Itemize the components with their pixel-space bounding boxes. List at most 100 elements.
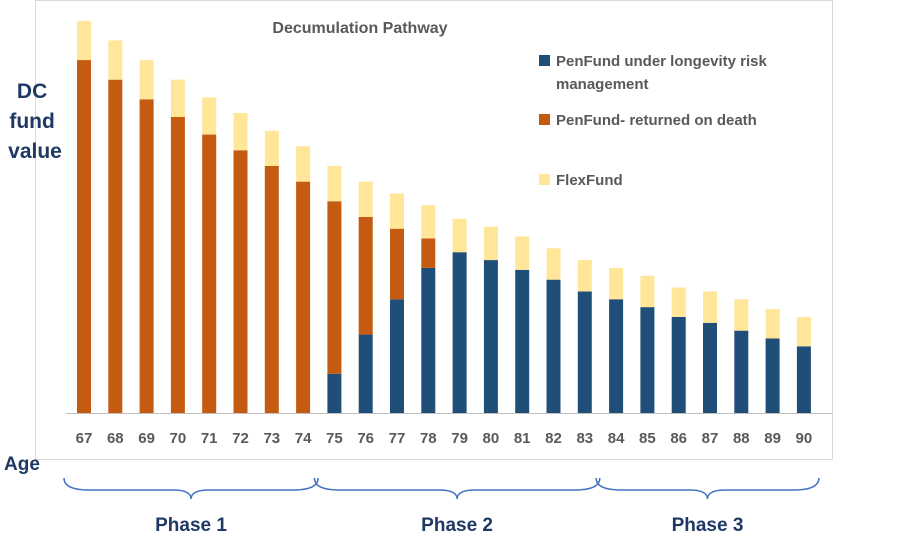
x-tick-label-76: 76 — [357, 430, 374, 447]
bar-penfund-returned-on-death-67 — [77, 60, 91, 414]
x-tick-label-68: 68 — [107, 430, 124, 447]
legend-label-penfund-longevity-line1: PenFund under longevity risk — [556, 53, 768, 70]
x-tick-label-89: 89 — [764, 430, 781, 447]
y-axis-label-line3: value — [8, 140, 62, 163]
bar-penfund-under-longevity-risk-management-78 — [421, 267, 436, 413]
bar-flexfund-81 — [515, 236, 530, 270]
bar-penfund-under-longevity-risk-management-86 — [671, 316, 686, 413]
x-tick-label-69: 69 — [138, 430, 155, 447]
bar-penfund-under-longevity-risk-management-89 — [765, 338, 780, 413]
bar-penfund-returned-on-death-77 — [390, 228, 404, 300]
bar-penfund-under-longevity-risk-management-81 — [515, 269, 530, 413]
bar-flexfund-73 — [264, 130, 279, 166]
bar-penfund-returned-on-death-75 — [327, 201, 342, 374]
x-tick-label-88: 88 — [733, 430, 750, 447]
bar-penfund-returned-on-death-78 — [421, 238, 436, 268]
bar-penfund-returned-on-death-74 — [296, 181, 311, 413]
bar-penfund-returned-on-death-71 — [202, 134, 217, 413]
bar-flexfund-88 — [734, 299, 749, 331]
bar-penfund-returned-on-death-68 — [108, 79, 123, 414]
bar-flexfund-79 — [452, 218, 467, 253]
x-tick-label-85: 85 — [639, 430, 656, 447]
bar-flexfund-89 — [765, 309, 780, 339]
bar-penfund-under-longevity-risk-management-79 — [452, 252, 467, 413]
bar-penfund-returned-on-death-70 — [170, 116, 185, 414]
x-tick-labels: 67 68 69 70 71 72 73 74 75 76 77 78 79 80 81 82 83 84 85 86… — [76, 430, 813, 447]
bar-flexfund-85 — [640, 275, 655, 308]
bar-flexfund-78 — [421, 205, 436, 239]
bar-penfund-under-longevity-risk-management-83 — [577, 291, 592, 413]
bar-penfund-under-longevity-risk-management-85 — [640, 307, 655, 413]
x-tick-label-77: 77 — [389, 430, 406, 447]
bar-penfund-under-longevity-risk-management-90 — [796, 346, 811, 413]
bar-flexfund-74 — [296, 146, 311, 182]
y-axis-label: DC fund value — [8, 80, 62, 163]
x-tick-label-73: 73 — [263, 430, 280, 447]
bar-penfund-under-longevity-risk-management-88 — [734, 330, 749, 413]
x-tick-label-81: 81 — [514, 430, 531, 447]
bar-flexfund-71 — [202, 97, 217, 135]
bar-penfund-under-longevity-risk-management-87 — [703, 322, 717, 413]
legend-label-flexfund: FlexFund — [556, 172, 623, 189]
bar-flexfund-67 — [77, 20, 91, 61]
bar-flexfund-76 — [358, 181, 373, 217]
legend-swatch-penfund-death — [539, 114, 550, 125]
x-tick-label-79: 79 — [451, 430, 468, 447]
phase-label-phase-2: Phase 2 — [421, 515, 493, 536]
bar-flexfund-87 — [703, 291, 717, 323]
brace-phase-3 — [595, 477, 820, 500]
bar-flexfund-83 — [577, 260, 592, 292]
phase-label-phase-1: Phase 1 — [155, 515, 227, 536]
bar-flexfund-84 — [609, 267, 624, 300]
bars-group — [77, 20, 811, 414]
legend-label-penfund-death: PenFund- returned on death — [556, 112, 757, 129]
bar-flexfund-80 — [483, 226, 498, 261]
bar-penfund-under-longevity-risk-management-80 — [483, 260, 498, 413]
x-tick-label-78: 78 — [420, 430, 437, 447]
brace-phase-1 — [63, 477, 319, 500]
chart-title: Decumulation Pathway — [272, 20, 447, 37]
bar-flexfund-75 — [327, 165, 342, 202]
x-tick-label-82: 82 — [545, 430, 562, 447]
y-axis-label-line1: DC — [17, 80, 47, 103]
legend-label-penfund-longevity: PenFund under longevity risk management — [556, 53, 771, 93]
x-tick-label-70: 70 — [170, 430, 187, 447]
x-tick-label-86: 86 — [670, 430, 687, 447]
legend-swatch-penfund-longevity — [539, 55, 550, 66]
x-tick-label-72: 72 — [232, 430, 249, 447]
x-tick-label-83: 83 — [576, 430, 593, 447]
bar-penfund-returned-on-death-72 — [233, 150, 248, 413]
x-tick-label-87: 87 — [702, 430, 719, 447]
bar-flexfund-69 — [139, 60, 154, 100]
bar-flexfund-86 — [671, 287, 686, 317]
bar-penfund-under-longevity-risk-management-84 — [609, 299, 624, 413]
legend-swatch-flexfund — [539, 174, 550, 185]
bar-flexfund-68 — [108, 40, 123, 80]
bar-penfund-under-longevity-risk-management-82 — [546, 279, 561, 413]
x-tick-label-75: 75 — [326, 430, 343, 447]
bar-penfund-returned-on-death-69 — [139, 99, 154, 414]
phase-label-phase-3: Phase 3 — [672, 515, 744, 536]
phase-braces: Phase 1 Phase 2 Phase 3 — [63, 477, 820, 536]
y-axis-label-line2: fund — [9, 110, 54, 133]
bar-penfund-under-longevity-risk-management-76 — [358, 334, 373, 413]
bar-flexfund-82 — [546, 248, 561, 280]
bar-penfund-under-longevity-risk-management-75 — [327, 373, 342, 413]
legend: PenFund under longevity risk management … — [539, 53, 771, 189]
bar-flexfund-90 — [796, 316, 811, 347]
x-tick-label-84: 84 — [608, 430, 625, 447]
x-tick-label-71: 71 — [201, 430, 218, 447]
x-tick-label-67: 67 — [76, 430, 93, 447]
bar-flexfund-72 — [233, 113, 248, 151]
x-tick-label-90: 90 — [796, 430, 813, 447]
legend-label-penfund-longevity-line2: management — [556, 76, 649, 93]
x-tick-label-80: 80 — [483, 430, 500, 447]
bar-flexfund-70 — [170, 79, 185, 117]
chart-frame — [35, 0, 833, 460]
x-tick-label-74: 74 — [295, 430, 312, 447]
x-axis-label: Age — [4, 454, 40, 475]
brace-phase-2 — [313, 477, 601, 500]
bar-flexfund-77 — [390, 193, 404, 229]
bar-penfund-returned-on-death-76 — [358, 216, 373, 335]
